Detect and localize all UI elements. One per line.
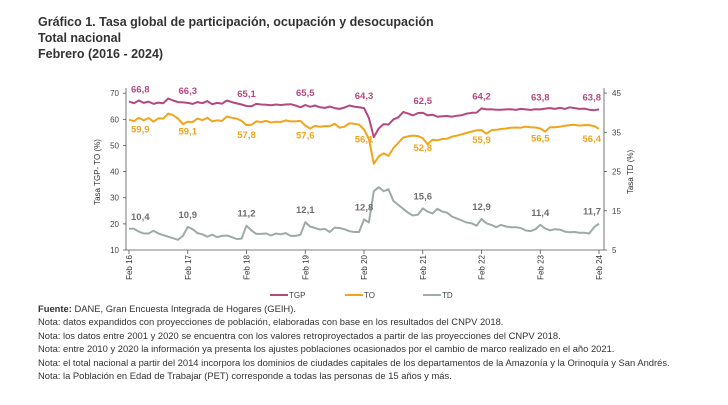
x-tick-label: Feb 21: [419, 254, 428, 279]
y-tick-label-left: 50: [110, 141, 119, 150]
x-tick-label: Feb 23: [536, 254, 545, 279]
legend-label-to: TO: [364, 291, 375, 300]
y-tick-label-left: 40: [110, 168, 119, 177]
note-line: Nota: el total nacional a partir del 201…: [38, 356, 670, 368]
legend-label-tgp: TGP: [289, 291, 305, 300]
y-tick-label-left: 70: [110, 89, 119, 98]
x-tick-label: Feb 22: [478, 254, 487, 279]
data-label-to: 59,9: [131, 125, 150, 136]
y-tick-label-right: 35: [612, 128, 621, 137]
chart-title-block: Gráfico 1. Tasa global de participación,…: [38, 14, 434, 62]
note-line: Nota: la Población en Edad de Trabajar (…: [38, 370, 452, 382]
data-label-tgp: 65,1: [237, 89, 256, 100]
y-tick-label-left: 10: [110, 246, 119, 255]
x-tick-label: Feb 18: [243, 254, 252, 279]
x-tick-label: Feb 17: [184, 254, 193, 279]
notes: Fuente: DANE, Gran Encuesta Integrada de…: [38, 302, 698, 382]
y-tick-label-right: 5: [612, 246, 617, 255]
data-label-td: 10,4: [131, 212, 150, 223]
data-label-tgp: 63,8: [531, 92, 550, 103]
x-tick-label: Feb 20: [360, 254, 369, 279]
data-label-to: 52,8: [414, 143, 433, 154]
y-axis-title-left: Tasa TGP- TO (%): [93, 139, 102, 205]
data-label-tgp: 65,5: [296, 88, 315, 99]
source-text: DANE, Gran Encuesta Integrada de Hogares…: [71, 303, 296, 314]
data-label-tgp: 66,8: [131, 85, 150, 96]
series-line-tgp: [128, 97, 600, 139]
y-tick-label-right: 25: [612, 168, 621, 177]
series-line-td: [129, 186, 600, 241]
data-label-tgp: 64,3: [355, 91, 374, 102]
data-label-td: 12,8: [355, 202, 374, 213]
data-label-td: 11,7: [583, 207, 601, 218]
data-label-to: 56,1: [355, 135, 374, 146]
chart-title: Gráfico 1. Tasa global de participación,…: [38, 15, 434, 29]
data-label-to: 59,1: [179, 127, 198, 138]
x-tick-label: Feb 16: [125, 254, 134, 279]
source-label: Fuente:: [38, 303, 72, 314]
y-tick-label-right: 15: [612, 207, 621, 216]
data-label-td: 10,9: [179, 210, 198, 221]
data-label-to: 56,4: [583, 134, 602, 145]
data-label-to: 57,6: [296, 131, 315, 142]
y-tick-label-left: 30: [110, 194, 119, 203]
x-tick-label: Feb 24: [595, 254, 604, 279]
legend-label-td: TD: [442, 291, 453, 300]
y-tick-label-right: 45: [612, 89, 621, 98]
data-label-tgp: 66,3: [179, 86, 198, 97]
chart-subtitle: Total nacional: [38, 31, 122, 45]
note-line: Nota: los datos entre 2001 y 2020 se enc…: [38, 329, 561, 341]
y-axis-title-right: Tasa TD (%): [626, 150, 635, 195]
data-label-td: 11,2: [238, 209, 256, 220]
note-line: Nota: datos expandidos con proyecciones …: [38, 316, 504, 328]
y-tick-label-left: 20: [110, 220, 119, 229]
data-label-to: 55,9: [472, 135, 491, 146]
data-label-td: 15,6: [414, 191, 433, 202]
data-label-td: 12,1: [296, 205, 315, 216]
data-label-td: 11,4: [531, 208, 550, 219]
data-label-tgp: 63,8: [583, 92, 602, 103]
data-label-tgp: 62,5: [414, 96, 433, 107]
data-label-to: 56,5: [531, 134, 550, 145]
data-label-tgp: 64,2: [472, 91, 491, 102]
x-tick-label: Feb 19: [301, 254, 310, 279]
data-label-td: 12,9: [472, 202, 491, 213]
source-line: Fuente: DANE, Gran Encuesta Integrada de…: [38, 302, 698, 315]
y-tick-label-left: 60: [110, 115, 119, 124]
note-line: Nota: entre 2010 y 2020 la información y…: [38, 343, 615, 355]
series-line-to: [128, 112, 600, 165]
data-label-to: 57,8: [237, 130, 256, 141]
chart-period: Febrero (2016 - 2024): [38, 47, 164, 61]
